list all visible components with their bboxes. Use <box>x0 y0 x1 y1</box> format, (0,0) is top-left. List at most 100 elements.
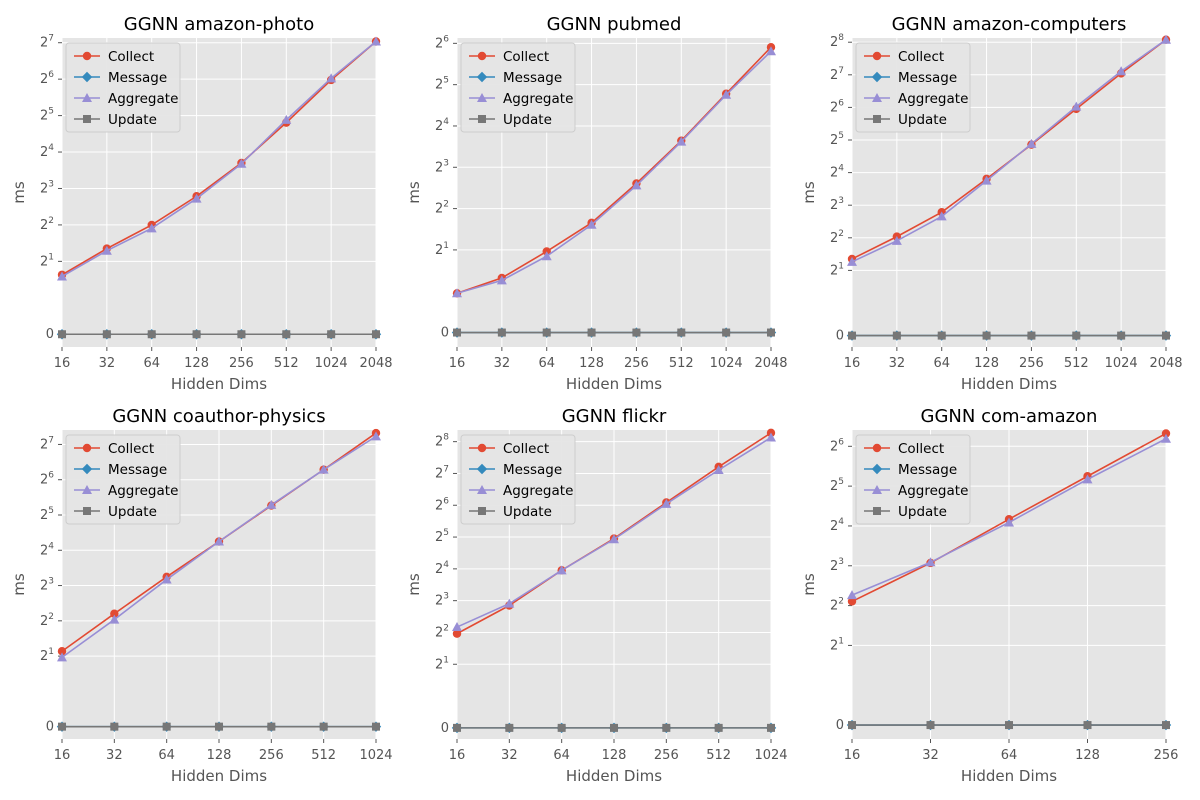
data-point-update <box>848 331 856 340</box>
legend-label: Aggregate <box>503 483 573 499</box>
y-tick-label: 25 <box>435 528 449 545</box>
legend-marker <box>81 71 93 83</box>
legend-label: Collect <box>108 49 154 65</box>
legend-marker <box>82 443 92 453</box>
y-tick-label: 27 <box>40 34 54 51</box>
chart-title: GGNN pubmed <box>547 14 682 35</box>
data-point-aggregate <box>266 499 277 509</box>
data-point-update <box>372 722 380 731</box>
data-point-update <box>453 723 461 732</box>
y-tick-label: 26 <box>830 437 844 454</box>
legend-item-collect: Collect <box>74 49 154 65</box>
legend-label: Aggregate <box>503 91 573 107</box>
x-tick-label: 16 <box>844 356 861 371</box>
data-point-aggregate <box>661 498 672 508</box>
data-point-collect <box>452 629 462 638</box>
data-point-aggregate <box>504 598 515 608</box>
data-point-aggregate <box>452 288 462 298</box>
data-point-update <box>162 722 171 731</box>
legend-item-update: Update <box>74 504 157 520</box>
data-point-aggregate <box>1116 66 1127 76</box>
data-point-aggregate <box>452 622 462 632</box>
subplot-2: 0 21 22 23 24 25 26 27 28 16 32 64 128 256 512 1024 2048… <box>800 14 1183 393</box>
y-tick-label: 0 <box>836 718 844 733</box>
x-tick-label: 512 <box>311 748 336 763</box>
legend-label: Aggregate <box>898 91 968 107</box>
x-tick-label: 128 <box>184 356 209 371</box>
legend-label: Update <box>898 504 947 520</box>
x-tick-label: 16 <box>54 356 71 371</box>
series-line-aggregate <box>456 50 772 295</box>
y-tick-label: 25 <box>40 506 54 523</box>
data-point-update <box>610 723 618 732</box>
x-axis-label: Hidden Dims <box>171 767 267 785</box>
y-tick-label: 21 <box>830 636 844 653</box>
data-point-aggregate <box>721 89 732 99</box>
y-tick-label: 0 <box>46 327 54 342</box>
legend-marker <box>873 115 881 123</box>
legend-marker <box>872 443 882 453</box>
x-tick-label: 32 <box>99 356 116 371</box>
legend-item-message: Message <box>74 462 167 478</box>
y-tick-label: 0 <box>46 720 54 735</box>
legend-item-collect: Collect <box>469 49 549 65</box>
legend-item-message: Message <box>469 70 562 86</box>
y-axis-label: ms <box>405 573 423 596</box>
x-tick-label: 256 <box>654 748 679 763</box>
data-point-update <box>110 722 119 731</box>
legend-marker <box>82 93 92 102</box>
data-point-update <box>319 722 328 731</box>
legend-marker <box>81 463 93 475</box>
x-axis-label: Hidden Dims <box>961 767 1057 785</box>
legend-item-update: Update <box>864 112 947 128</box>
legend-box <box>65 434 181 525</box>
legend-item-collect: Collect <box>864 441 944 457</box>
legend-item-message: Message <box>864 70 957 86</box>
data-point-aggregate <box>556 565 567 575</box>
x-tick-label: 128 <box>579 356 604 371</box>
x-axis-label: Hidden Dims <box>566 375 662 393</box>
chart-title: GGNN amazon-computers <box>892 14 1127 35</box>
data-point-update <box>926 721 935 730</box>
data-point-aggregate <box>57 652 67 662</box>
data-point-update <box>215 722 223 731</box>
legend-marker <box>477 485 487 494</box>
x-tick-label: 256 <box>624 356 649 371</box>
data-point-aggregate <box>981 175 992 185</box>
legend-item-update: Update <box>469 504 552 520</box>
data-point-aggregate <box>146 223 157 233</box>
legend-box <box>460 42 576 133</box>
data-point-aggregate <box>496 275 507 285</box>
x-tick-label: 16 <box>844 748 861 763</box>
legend-marker <box>478 115 486 123</box>
subplot-5: 0 21 22 23 24 25 26 16 32 64 128 256 GGNN com-amazon… <box>800 406 1178 785</box>
y-tick-label: 21 <box>40 252 54 269</box>
legend-item-aggregate: Aggregate <box>74 91 178 107</box>
x-axis-label: Hidden Dims <box>566 767 662 785</box>
y-axis-label: ms <box>10 181 28 204</box>
data-point-aggregate <box>1026 138 1037 148</box>
legend-label: Update <box>108 504 157 520</box>
legend-label: Message <box>898 462 957 478</box>
legend-marker <box>477 51 487 61</box>
legend-label: Message <box>108 462 167 478</box>
y-tick-label: 24 <box>435 560 449 577</box>
legend-marker <box>872 93 882 102</box>
y-tick-label: 28 <box>435 433 449 450</box>
x-tick-label: 1024 <box>754 748 787 763</box>
data-point-aggregate <box>936 211 947 221</box>
data-point-update <box>192 330 201 339</box>
data-point-aggregate <box>191 193 202 203</box>
x-tick-label: 32 <box>501 748 518 763</box>
x-tick-label: 64 <box>553 748 570 763</box>
legend-label: Collect <box>503 49 549 65</box>
data-point-update <box>497 328 506 337</box>
subplot-1: 0 21 22 23 24 25 26 16 32 64 128 256 512 1024 2048 GGNN… <box>405 14 788 393</box>
x-tick-label: 256 <box>229 356 254 371</box>
x-tick-label: 128 <box>602 748 627 763</box>
x-tick-label: 32 <box>494 356 511 371</box>
y-tick-label: 21 <box>435 241 449 258</box>
data-point-update <box>372 330 380 339</box>
legend-label: Collect <box>898 49 944 65</box>
